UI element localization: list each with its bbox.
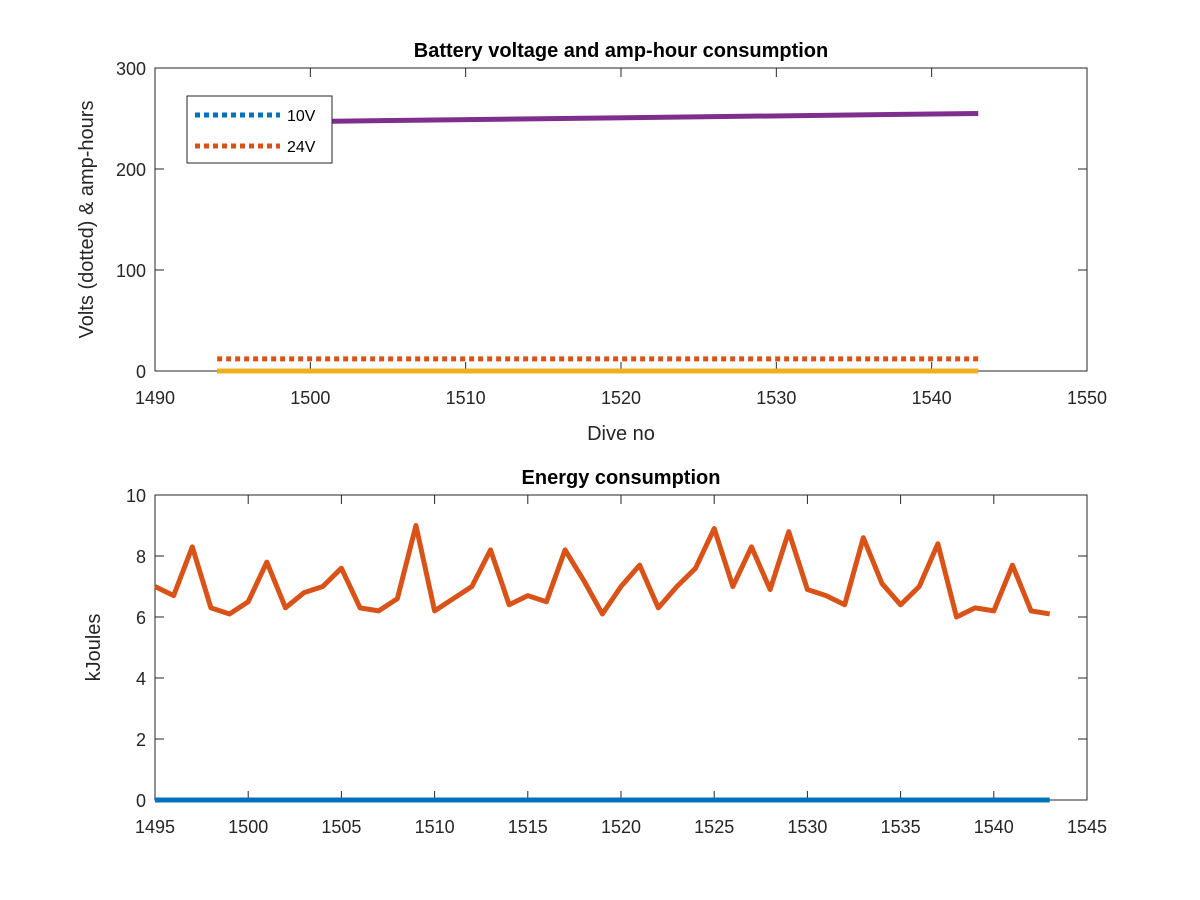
x-tick-label: 1545 <box>1067 817 1107 837</box>
y-axis-label: kJoules <box>83 614 105 682</box>
y-tick-label: 10 <box>126 486 146 506</box>
x-tick-label: 1505 <box>321 817 361 837</box>
x-tick-label: 1540 <box>974 817 1014 837</box>
chart-title: Battery voltage and amp-hour consumption <box>414 40 828 62</box>
x-tick-label: 1530 <box>756 388 796 408</box>
chart-title: Energy consumption <box>522 467 721 489</box>
y-tick-label: 200 <box>116 160 146 180</box>
x-tick-label: 1500 <box>290 388 330 408</box>
legend-label: 10V <box>287 108 316 125</box>
series-line-3 <box>310 110 979 125</box>
x-tick-label: 1530 <box>787 817 827 837</box>
x-tick-label: 1550 <box>1067 388 1107 408</box>
x-tick-label: 1490 <box>135 388 175 408</box>
x-tick-label: 1515 <box>508 817 548 837</box>
x-tick-label: 1510 <box>415 817 455 837</box>
y-tick-label: 4 <box>136 669 146 689</box>
y-tick-label: 100 <box>116 261 146 281</box>
x-tick-label: 1525 <box>694 817 734 837</box>
x-tick-label: 1540 <box>912 388 952 408</box>
chart-energy-consumption: 1495 1500 1505 1510 1515 1520 1525 1530 1535 1540… <box>83 467 1107 837</box>
x-tick-label: 1520 <box>601 817 641 837</box>
legend-box <box>186 95 333 164</box>
y-tick-label: 0 <box>136 362 146 382</box>
y-tick-label: 300 <box>116 59 146 79</box>
legend-label: 24V <box>287 139 316 156</box>
plot-area <box>154 494 1088 801</box>
x-tick-label: 1520 <box>601 388 641 408</box>
x-tick-label: 1510 <box>446 388 486 408</box>
y-tick-label: 8 <box>136 547 146 567</box>
x-axis-label: Dive no <box>587 423 655 445</box>
y-axis-label: Volts (dotted) & amp-hours <box>76 101 98 339</box>
x-tick-label: 1495 <box>135 817 175 837</box>
x-tick-label: 1535 <box>881 817 921 837</box>
chart-battery-voltage: 1490 1500 1510 1520 1530 1540 1550 0 100 200 300 Ba… <box>76 40 1107 445</box>
series-line-0 <box>153 523 1051 620</box>
x-tick-label: 1500 <box>228 817 268 837</box>
y-tick-label: 6 <box>136 608 146 628</box>
y-tick-label: 2 <box>136 730 146 750</box>
legend: 10V 24V <box>186 95 333 164</box>
y-tick-label: 0 <box>136 791 146 811</box>
